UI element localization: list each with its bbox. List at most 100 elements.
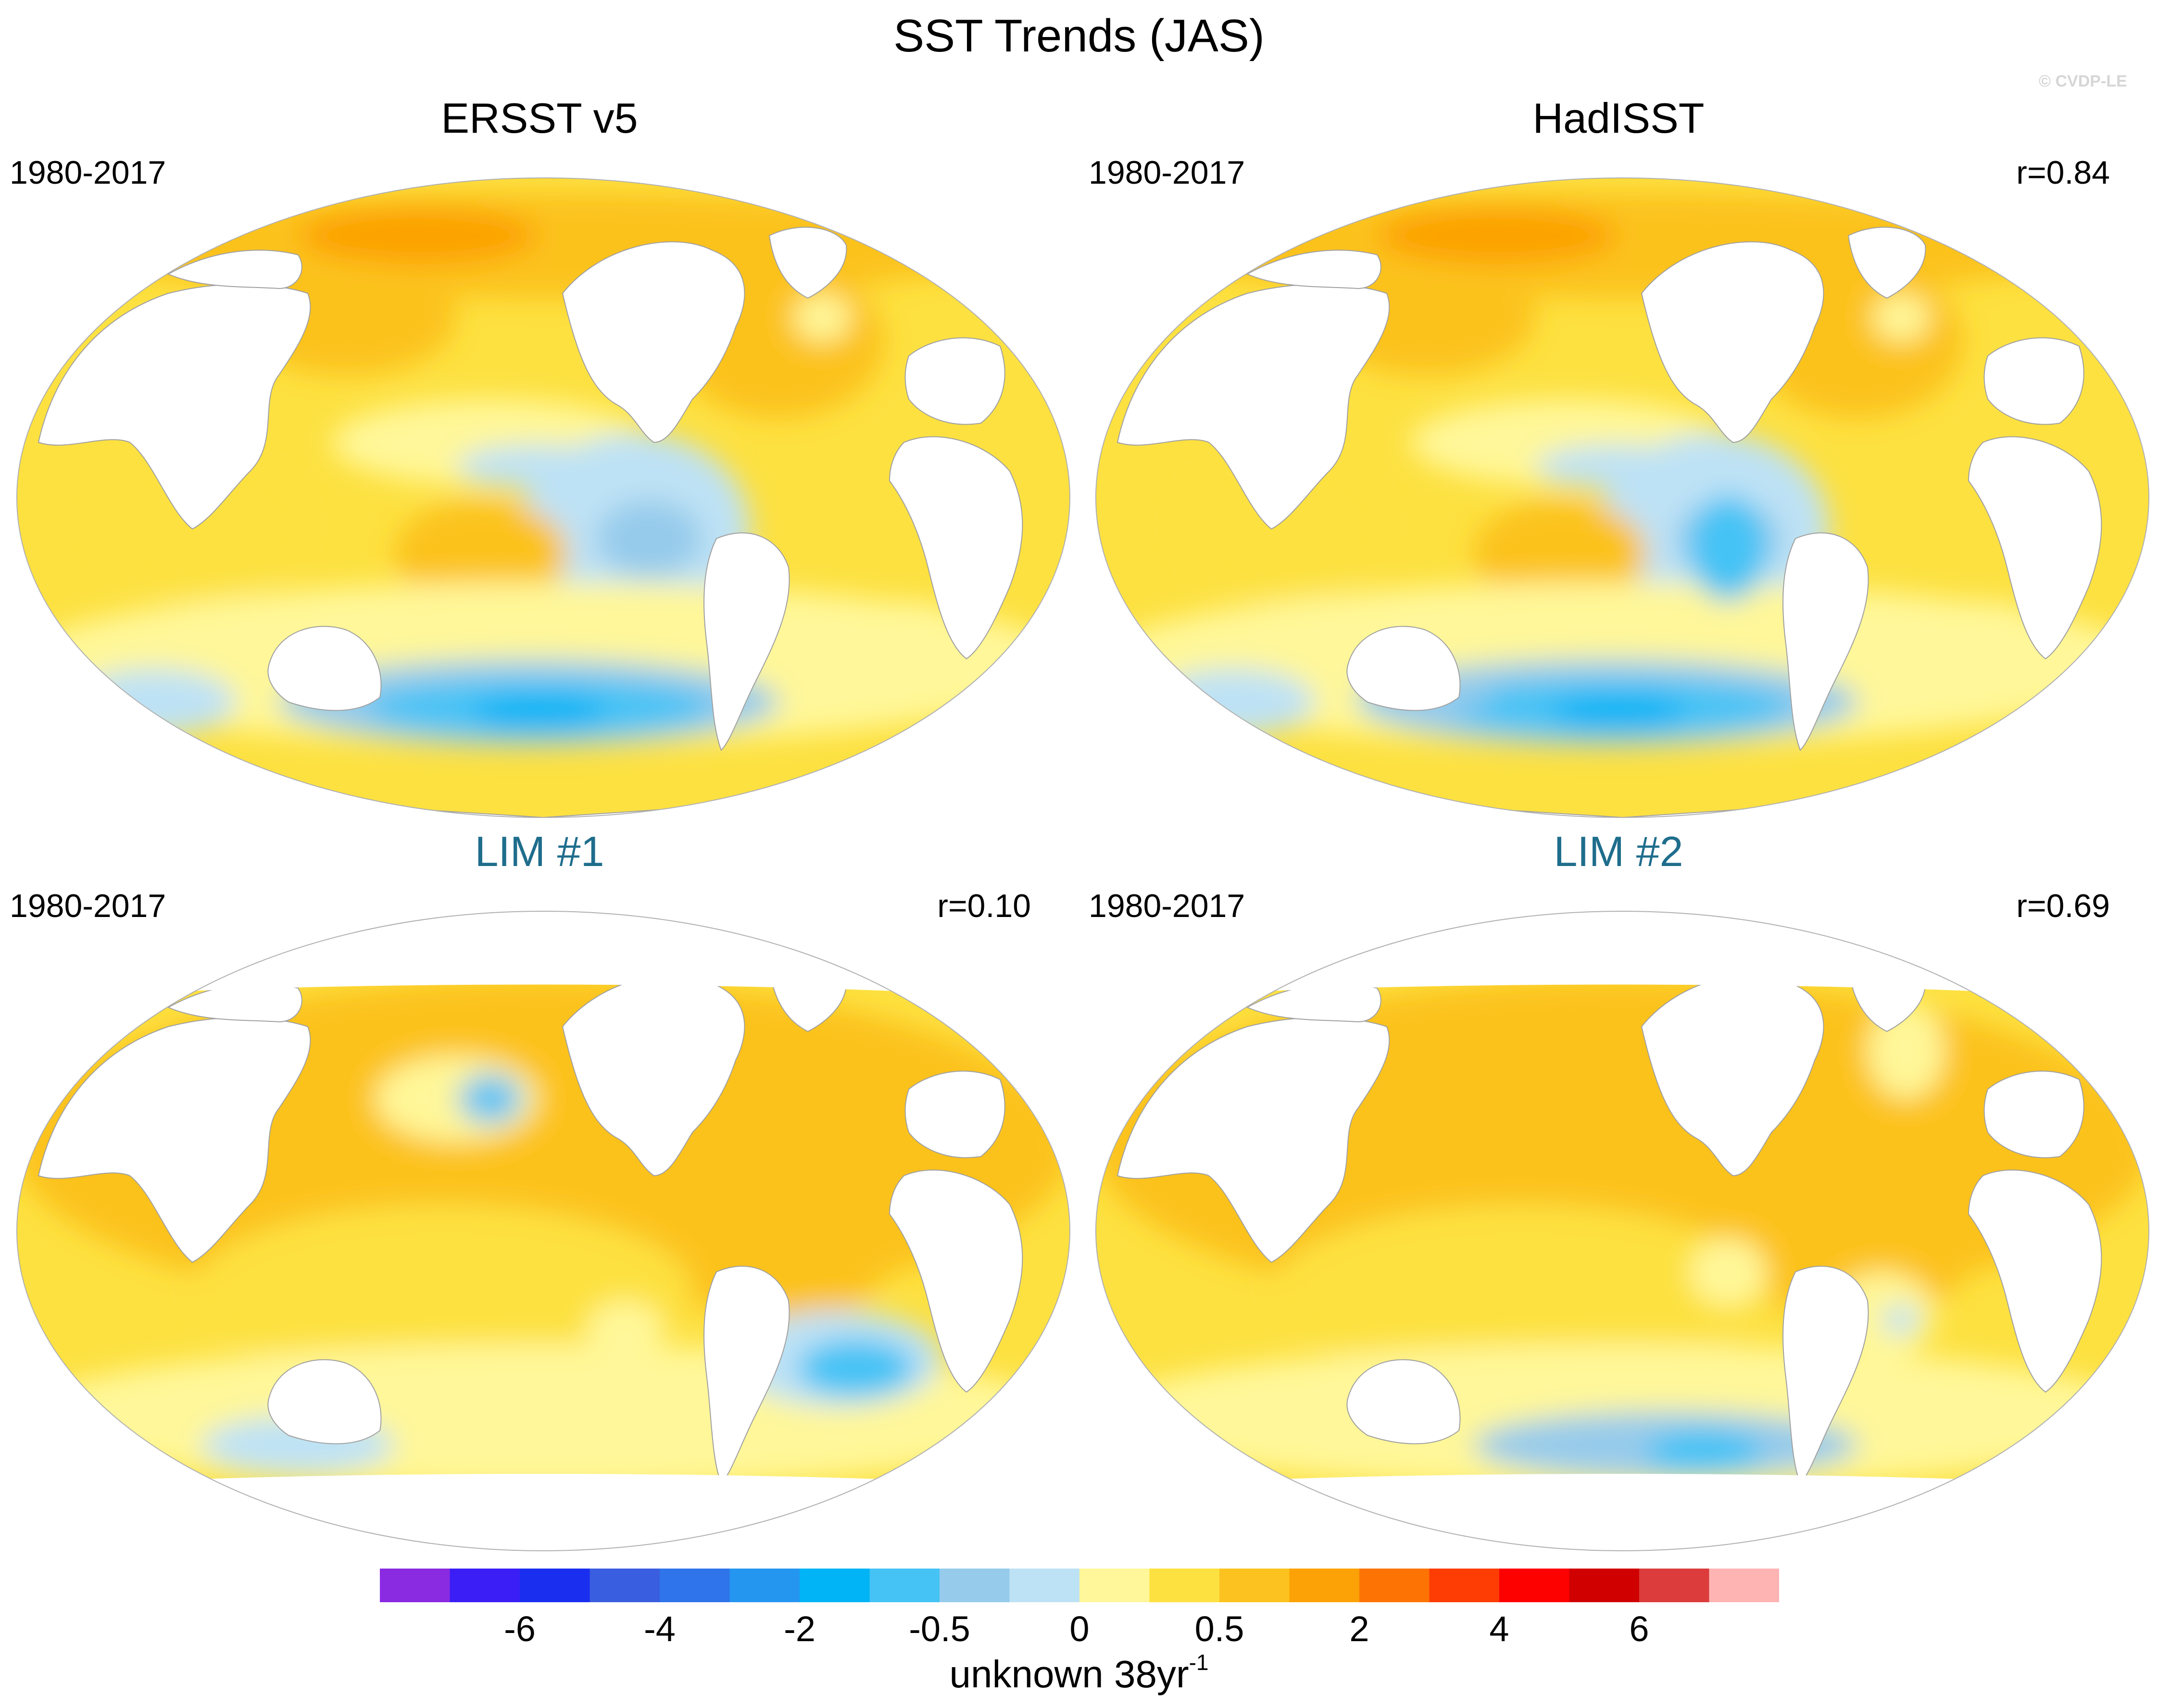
trend-region	[471, 692, 606, 731]
map-hadisst	[1095, 177, 2150, 818]
land-outline	[1346, 626, 1461, 711]
map-frame	[16, 177, 1071, 818]
trend-region	[1776, 1089, 1988, 1320]
trend-region	[1377, 207, 1618, 264]
colorbar-bin	[1149, 1569, 1220, 1602]
land-outline	[1968, 1169, 2102, 1393]
map-ersst	[16, 177, 1071, 818]
trend-region	[1550, 692, 1685, 731]
colorbar-bin	[940, 1569, 1010, 1602]
trend-region	[1473, 500, 1646, 606]
trend-region	[793, 293, 851, 341]
land-outline	[904, 1070, 1005, 1158]
trend-region	[1646, 1431, 1762, 1474]
land-outline	[1968, 436, 2102, 660]
colorbar-bin	[869, 1569, 940, 1602]
land-outline	[562, 241, 745, 443]
colorbar-bin	[1009, 1569, 1080, 1602]
units-text: unknown 38yr	[949, 1653, 1189, 1695]
colorbar-tick-label: -2	[784, 1609, 816, 1649]
trend-region	[798, 1339, 914, 1397]
land-outline	[38, 1017, 311, 1263]
colorbar-bin	[1499, 1569, 1569, 1602]
colorbar-tick-label: -0.5	[909, 1609, 970, 1649]
colorbar-bin	[800, 1569, 870, 1602]
period-label: 1980-2017	[10, 154, 166, 191]
land-outline	[703, 532, 790, 751]
land-outline	[904, 337, 1005, 425]
sst-field	[1096, 178, 2149, 817]
colorbar-bin	[590, 1569, 660, 1602]
trend-region	[817, 601, 981, 688]
land-outline	[1983, 1070, 2084, 1158]
colorbar-bin	[450, 1569, 520, 1602]
sst-field	[1096, 911, 2149, 1551]
map-lim1	[16, 911, 1071, 1551]
map-frame	[1095, 911, 2150, 1551]
trend-region	[1690, 1238, 1767, 1306]
colorbar-bin	[729, 1569, 800, 1602]
units-exponent: -1	[1189, 1650, 1209, 1675]
land-outline	[1847, 226, 1926, 299]
sst-field	[17, 178, 1070, 817]
colorbar-bin	[520, 1569, 590, 1602]
panel-hadisst: HadISST 1980-2017 r=0.84	[1079, 91, 2158, 822]
colorbar-tick-label: -6	[504, 1609, 536, 1649]
trend-region	[394, 500, 567, 606]
period-label: 1980-2017	[1089, 154, 1245, 191]
trend-region	[1690, 495, 1767, 601]
land-outline	[267, 626, 382, 711]
colorbar-bin	[1429, 1569, 1500, 1602]
trend-region	[1872, 293, 1930, 341]
colorbar-bin	[1569, 1569, 1640, 1602]
colorbar-tick-label: 0.5	[1194, 1609, 1244, 1649]
period-label: 1980-2017	[1089, 888, 1245, 924]
masked-high-latitude	[17, 1474, 1070, 1551]
sst-field	[17, 911, 1070, 1551]
panel-title: LIM #1	[475, 828, 604, 875]
land-outline	[703, 1266, 790, 1484]
colorbar-bin	[1219, 1569, 1290, 1602]
trend-region	[471, 1084, 510, 1113]
land-outline	[1782, 532, 1869, 751]
trend-region	[192, 1205, 692, 1378]
trend-region	[1151, 668, 1315, 736]
colorbar-tick-label: 0	[1069, 1609, 1090, 1649]
land-outline	[1782, 1266, 1869, 1484]
colorbar-bin	[1079, 1569, 1150, 1602]
colorbar-bin	[1639, 1569, 1709, 1602]
colorbar-bin	[1289, 1569, 1360, 1602]
colorbar-bin	[1359, 1569, 1430, 1602]
colorbar	[380, 1569, 1779, 1602]
panel-title: LIM #2	[1554, 828, 1683, 875]
land-outline	[1346, 1359, 1461, 1444]
trend-region	[96, 452, 308, 596]
masked-high-latitude	[1096, 1474, 2149, 1551]
trend-region	[1175, 452, 1387, 596]
colorbar-bin	[660, 1569, 730, 1602]
colorbar-tick-label: -4	[644, 1609, 676, 1649]
correlation-label: r=0.69	[2016, 888, 2110, 924]
land-outline	[167, 250, 302, 289]
colorbar-bin	[380, 1569, 450, 1602]
panel-title: HadISST	[1532, 94, 1705, 142]
trend-region	[587, 1301, 664, 1358]
land-outline	[1641, 241, 1824, 443]
landmasses	[1107, 226, 2137, 817]
land-outline	[889, 436, 1023, 660]
main-title: SST Trends (JAS)	[893, 10, 1265, 62]
colorbar-bin	[1709, 1569, 1779, 1602]
map-lim2	[1095, 911, 2150, 1551]
land-outline	[1246, 250, 1381, 289]
land-outline	[768, 226, 847, 299]
trend-region	[697, 1089, 909, 1320]
panel-ersst: ERSST v5 1980-2017	[0, 91, 1079, 822]
trend-region	[72, 668, 236, 736]
colorbar-tick-label: 6	[1629, 1609, 1649, 1649]
trend-region	[1271, 1205, 1771, 1378]
land-outline	[1983, 337, 2084, 425]
map-frame	[16, 911, 1071, 1551]
trend-region	[1896, 601, 2060, 688]
period-label: 1980-2017	[10, 888, 166, 924]
trend-region	[596, 500, 702, 577]
